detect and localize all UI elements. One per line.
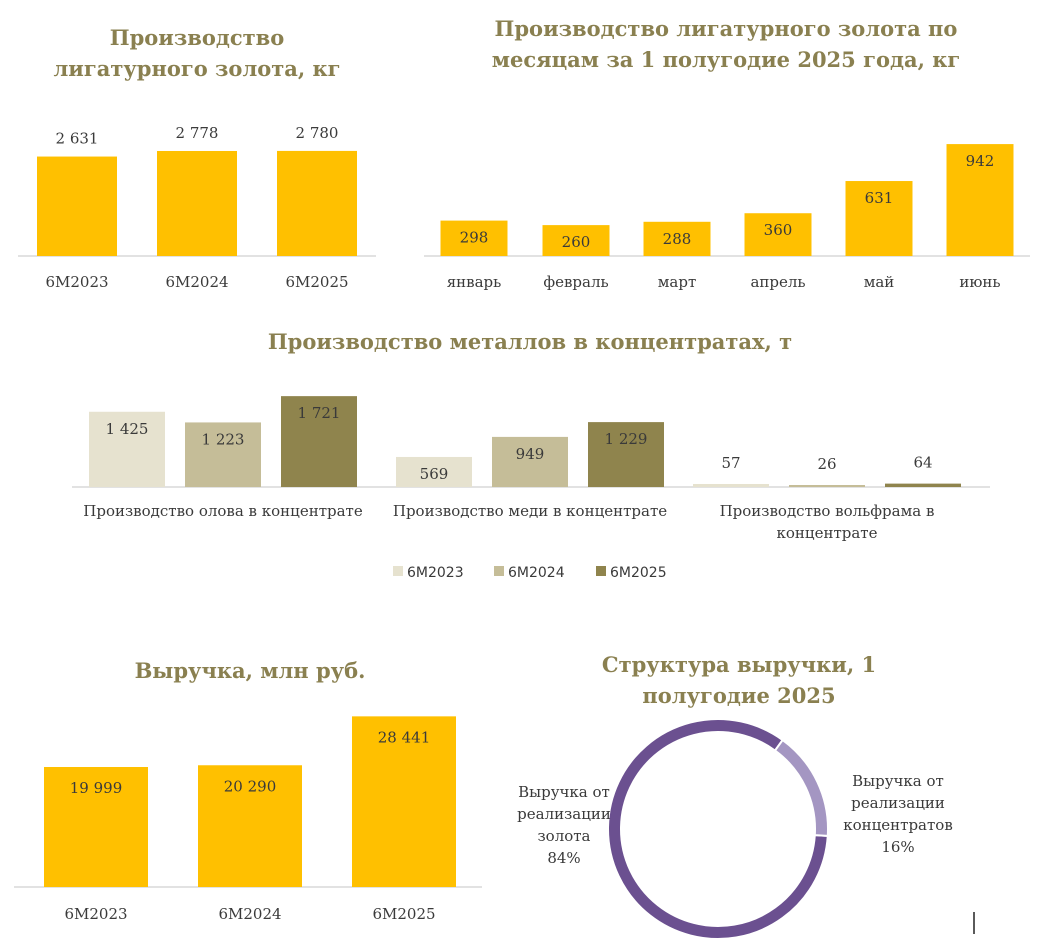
bar [643,221,711,256]
bar [885,483,961,487]
bar-value-label: 1 721 [298,404,341,422]
legend-swatch [596,566,606,576]
x-tick-label: 6М2024 [218,905,281,923]
donut-slice-label: 84% [547,849,580,867]
chart-title-line: Производство лигатурного золота по [495,16,958,41]
chart-title-line: полугодие 2025 [642,683,835,708]
bar-value-label: 2 631 [56,130,99,148]
donut-slice-label: Выручка от [852,772,944,790]
legend-label: 6М2024 [508,565,565,581]
x-tick-label: 6М2023 [45,273,108,291]
chart-title-line: Производство металлов в концентратах, т [268,329,792,354]
chart-revenue-structure: Выручка от реализации золота 84% Выручка от р… [517,718,975,940]
x-tick-label: апрель [750,273,805,291]
x-tick-label: март [658,273,697,291]
x-tick-label: июнь [959,273,1000,291]
bar-value-label: 942 [966,152,995,170]
donut-slice-label: реализации [851,794,945,812]
bar-value-label: 64 [913,454,932,472]
x-tick-label: Производство вольфрама в [720,502,935,520]
chart-title: Структура выручки, 1 полугодие 2025 [602,652,876,708]
bar [440,220,508,256]
x-tick-label: концентрате [777,524,878,542]
bar-value-label: 949 [516,445,545,463]
chart-ligature-monthly: 298 январь 260 февраль 288 март 360 апрель 631 ма… [424,144,1030,291]
donut-slice [773,738,829,837]
chart-title-line: Выручка, млн руб. [135,658,366,683]
x-tick-label: январь [447,273,502,291]
donut-slice-label: реализации [517,805,611,823]
bar [89,411,165,487]
x-tick-label: 6М2024 [165,273,228,291]
chart-revenue: 19 999 6М2023 20 290 6М2024 28 441 6М2025 [14,716,482,923]
bar-value-label: 569 [420,465,449,483]
chart-title: Выручка, млн руб. [135,658,366,683]
bar-value-label: 631 [865,189,894,207]
bar-value-label: 2 778 [176,124,219,142]
chart-title: Производство лигатурного золота, кг [53,25,340,81]
chart-title-line: месяцам за 1 полугодие 2025 года, кг [492,47,960,72]
chart-title: Производство металлов в концентратах, т [268,329,792,354]
donut-slice-label: 16% [881,838,914,856]
bar-value-label: 298 [460,229,489,247]
bar-value-label: 28 441 [378,728,431,746]
bar [185,422,261,487]
bar-value-label: 288 [663,230,692,248]
bar [744,213,812,256]
bar-value-label: 260 [562,233,591,251]
legend-label: 6М2025 [610,565,667,581]
legend-label: 6М2023 [407,565,464,581]
x-tick-label: 6М2025 [372,905,435,923]
x-tick-label: Производство олова в концентрате [83,502,363,520]
bar-value-label: 1 229 [605,430,648,448]
chart-title: Производство лигатурного золота по месяца… [492,16,960,72]
bar-value-label: 1 425 [106,420,149,438]
bar [492,436,568,487]
donut-slice-label: концентратов [843,816,953,834]
bar [588,422,664,487]
x-tick-label: 6М2025 [285,273,348,291]
bar [542,225,610,256]
chart-title-line: Производство [110,25,285,50]
bar [277,150,357,256]
bar-value-label: 2 780 [296,124,339,142]
chart-metals: 1 425 569 57 1 223 949 26 1 721 1 229 64 Производ… [72,396,990,581]
donut-slice-label: золота [537,827,590,845]
legend: 6М2023 6М2024 6М2025 [393,565,667,581]
bar [352,716,456,887]
chart-ligature-annual: 2 631 6М2023 2 778 6М2024 2 780 6М2025 [18,124,376,291]
bar [396,456,472,487]
chart-title-line: Структура выручки, 1 [602,652,876,677]
x-tick-label: Производство меди в концентрате [393,502,667,520]
x-tick-label: 6М2023 [64,905,127,923]
bar-value-label: 19 999 [70,779,123,797]
donut-slice-label: Выручка от [518,783,610,801]
bar [281,396,357,487]
bar [44,767,148,887]
bar [37,156,117,256]
legend-swatch [494,566,504,576]
bar-value-label: 26 [817,455,836,473]
legend-swatch [393,566,403,576]
bar [845,181,913,256]
bar [693,483,769,487]
x-tick-label: май [864,273,895,291]
bar-value-label: 1 223 [202,430,245,448]
bar [946,144,1014,256]
bar-value-label: 57 [721,454,740,472]
bar [789,485,865,487]
bar [157,150,237,256]
bar [198,765,302,887]
x-tick-label: февраль [543,273,608,291]
bar-value-label: 360 [764,221,793,239]
bar-value-label: 20 290 [224,777,277,795]
chart-title-line: лигатурного золота, кг [53,56,340,81]
